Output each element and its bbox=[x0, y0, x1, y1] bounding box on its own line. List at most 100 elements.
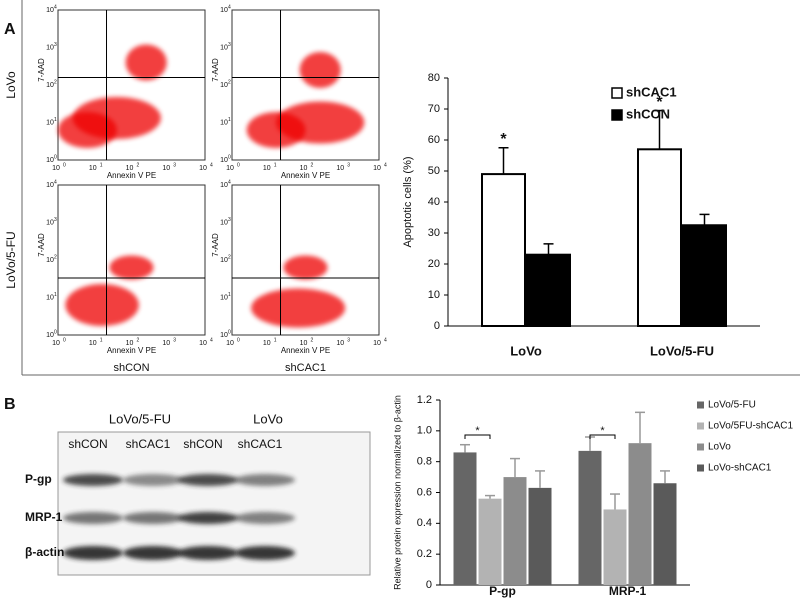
legend-label: LoVo-shCAC1 bbox=[708, 463, 772, 474]
y-axis-label: Relative protein expression normalized t… bbox=[392, 395, 402, 590]
significance-bracket bbox=[589, 434, 616, 439]
x-tick-label: 10 bbox=[126, 340, 134, 347]
y-tick-label: 60 bbox=[428, 134, 440, 146]
y-tick-label: 10 bbox=[46, 82, 54, 89]
x-tick-label: 10 bbox=[336, 165, 344, 172]
y-tick-label: 50 bbox=[428, 165, 440, 177]
x-tick-exponent: 4 bbox=[210, 162, 213, 168]
y-tick-exponent: 2 bbox=[54, 254, 57, 260]
x-tick-exponent: 1 bbox=[274, 162, 277, 168]
y-tick-exponent: 3 bbox=[54, 42, 57, 48]
row-label: MRP-1 bbox=[25, 510, 63, 524]
y-tick-label: 10 bbox=[220, 119, 228, 126]
y-tick-exponent: 0 bbox=[54, 154, 57, 160]
y-axis-label: 7-AAD bbox=[211, 58, 220, 82]
x-tick-exponent: 0 bbox=[237, 162, 240, 168]
y-tick-exponent: 0 bbox=[228, 154, 231, 160]
cell-cloud bbox=[251, 288, 346, 328]
y-tick-label: 80 bbox=[428, 72, 440, 84]
y-tick-exponent: 1 bbox=[54, 117, 57, 123]
y-tick-exponent: 4 bbox=[54, 4, 57, 10]
bar bbox=[637, 148, 682, 327]
y-tick-exponent: 3 bbox=[228, 42, 231, 48]
y-tick-exponent: 4 bbox=[228, 179, 231, 185]
x-tick-label: LoVo/5-FU bbox=[650, 343, 714, 358]
x-tick-exponent: 1 bbox=[274, 337, 277, 343]
y-tick-label: 10 bbox=[220, 157, 228, 164]
x-tick-exponent: 2 bbox=[137, 162, 140, 168]
x-tick-label: 10 bbox=[300, 165, 308, 172]
blot-band bbox=[123, 512, 183, 524]
y-tick-label: 0.8 bbox=[417, 456, 432, 468]
x-tick-exponent: 1 bbox=[100, 162, 103, 168]
legend-swatch bbox=[697, 401, 704, 409]
bar bbox=[682, 224, 727, 327]
legend-swatch bbox=[697, 443, 704, 451]
blot-band bbox=[123, 546, 183, 560]
lane-label: shCAC1 bbox=[126, 437, 171, 451]
y-tick-label: 1.2 bbox=[417, 394, 432, 406]
y-tick-label: 10 bbox=[220, 7, 228, 14]
x-tick-exponent: 0 bbox=[237, 337, 240, 343]
y-tick-label: 0 bbox=[426, 579, 432, 591]
cell-cloud bbox=[109, 255, 154, 280]
x-tick-label: 10 bbox=[52, 165, 60, 172]
panel-label: B bbox=[4, 396, 16, 413]
blot-band bbox=[123, 474, 183, 486]
x-tick-label: 10 bbox=[162, 165, 170, 172]
y-tick-exponent: 2 bbox=[228, 79, 231, 85]
column-label: shCAC1 bbox=[285, 362, 326, 374]
y-tick-label: 10 bbox=[220, 294, 228, 301]
y-tick-exponent: 0 bbox=[54, 329, 57, 335]
y-tick-exponent: 4 bbox=[54, 179, 57, 185]
x-tick-label: 10 bbox=[336, 340, 344, 347]
legend-label: LoVo/5-FU bbox=[708, 400, 756, 411]
y-tick-exponent: 1 bbox=[228, 292, 231, 298]
blot-band bbox=[63, 546, 123, 560]
x-tick-exponent: 4 bbox=[384, 337, 387, 343]
x-tick-exponent: 2 bbox=[311, 162, 314, 168]
x-tick-label: P-gp bbox=[489, 584, 516, 598]
x-tick-exponent: 0 bbox=[63, 162, 66, 168]
x-axis-label: Annexin V PE bbox=[281, 171, 330, 180]
x-tick-label: 10 bbox=[199, 340, 207, 347]
x-tick-exponent: 4 bbox=[384, 162, 387, 168]
y-tick-label: 30 bbox=[428, 227, 440, 239]
blot-band bbox=[235, 546, 295, 560]
row-label: β-actin bbox=[25, 545, 64, 559]
panel-label: A bbox=[4, 21, 16, 38]
legend-label: LoVo bbox=[708, 442, 731, 453]
y-tick-exponent: 1 bbox=[54, 292, 57, 298]
x-tick-exponent: 1 bbox=[100, 337, 103, 343]
x-tick-label: LoVo bbox=[510, 343, 542, 358]
y-tick-label: 10 bbox=[220, 257, 228, 264]
x-tick-label: 10 bbox=[52, 340, 60, 347]
x-tick-label: 10 bbox=[126, 165, 134, 172]
x-axis-label: Annexin V PE bbox=[281, 346, 330, 355]
group-label: LoVo bbox=[253, 411, 283, 426]
legend-label: shCAC1 bbox=[626, 84, 677, 99]
y-tick-exponent: 1 bbox=[228, 117, 231, 123]
y-tick-label: 20 bbox=[428, 258, 440, 270]
significance-bracket bbox=[464, 434, 491, 439]
cell-cloud bbox=[65, 284, 139, 326]
x-tick-label: 10 bbox=[162, 340, 170, 347]
y-tick-label: 1.0 bbox=[417, 425, 432, 437]
y-tick-exponent: 2 bbox=[54, 79, 57, 85]
y-tick-exponent: 4 bbox=[228, 4, 231, 10]
blot-band bbox=[178, 546, 238, 560]
lane-label: shCON bbox=[68, 437, 107, 451]
blot-band bbox=[63, 474, 123, 486]
y-tick-label: 0 bbox=[434, 320, 440, 332]
y-tick-label: 10 bbox=[46, 157, 54, 164]
cell-cloud bbox=[276, 101, 365, 144]
blot-band bbox=[178, 512, 238, 524]
bar bbox=[628, 443, 652, 585]
y-tick-exponent: 3 bbox=[228, 217, 231, 223]
y-tick-label: 10 bbox=[220, 332, 228, 339]
y-axis-label: 7-AAD bbox=[211, 233, 220, 257]
y-tick-label: 10 bbox=[220, 219, 228, 226]
x-tick-label: 10 bbox=[263, 165, 271, 172]
significance-marker: * bbox=[656, 94, 663, 111]
y-tick-label: 40 bbox=[428, 196, 440, 208]
